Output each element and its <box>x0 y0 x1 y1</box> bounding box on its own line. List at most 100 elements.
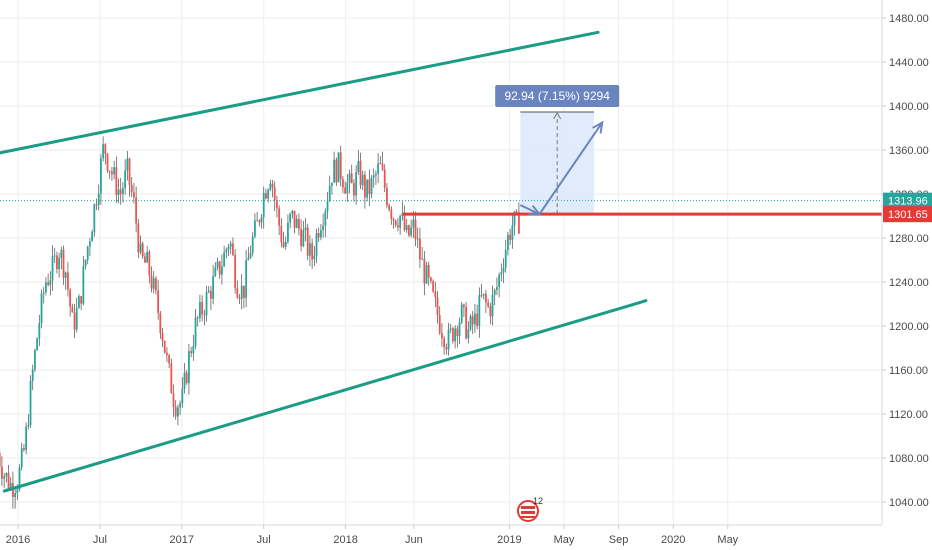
candle-body <box>53 255 56 257</box>
candle-body <box>97 193 100 205</box>
candle-body <box>425 265 428 284</box>
candle-body <box>471 316 474 325</box>
measure-label-box[interactable] <box>495 84 620 107</box>
candle-body <box>5 473 8 477</box>
candle-body <box>144 256 146 263</box>
price-tick-label: 1120.00 <box>889 409 928 421</box>
candle-body <box>148 251 151 276</box>
candle-body <box>293 210 296 228</box>
candle-body <box>333 159 336 183</box>
candle-body <box>427 265 430 278</box>
candle-body <box>474 313 476 325</box>
candle-body <box>14 493 17 497</box>
candle-body <box>159 312 162 334</box>
candle-body <box>306 227 309 256</box>
candle-body <box>185 372 188 384</box>
candle-body <box>381 163 384 170</box>
candle-body <box>111 171 113 175</box>
time-tick-label: Jul <box>257 534 271 546</box>
candle-body <box>262 192 265 218</box>
candle-body <box>412 219 415 228</box>
candle-body <box>216 261 219 268</box>
candle-body <box>139 243 142 253</box>
candle-body <box>256 220 259 222</box>
candle-body <box>366 179 369 198</box>
candle-body <box>27 425 30 427</box>
candle-body <box>507 234 509 251</box>
price-tick-label: 1040.00 <box>889 497 929 509</box>
trendlines[interactable] <box>0 30 648 493</box>
candle-body <box>25 426 28 451</box>
candle-body <box>339 152 342 180</box>
time-tick-label: 2019 <box>497 534 521 546</box>
candle-body <box>201 301 204 315</box>
time-tick-label: 2018 <box>333 534 357 546</box>
price-level-tag[interactable] <box>883 192 932 209</box>
candle-body <box>89 241 91 247</box>
candle-body <box>447 329 450 350</box>
price-level-tag[interactable] <box>883 206 932 223</box>
candle-body <box>405 225 408 230</box>
candle-body <box>359 160 362 186</box>
time-tick-label: 2016 <box>6 534 30 546</box>
price-tick-label: 1200.00 <box>889 321 929 333</box>
price-tick-label: 1480.00 <box>889 13 929 25</box>
candle-body <box>337 152 340 183</box>
candle-body <box>467 328 470 339</box>
candle-body <box>419 238 421 260</box>
candle-body <box>289 213 292 223</box>
candle-body <box>313 255 316 260</box>
candle-body <box>388 205 391 210</box>
candle-body <box>69 289 72 307</box>
candle-body <box>0 452 1 467</box>
candle-body <box>498 274 501 288</box>
lower-channel-line[interactable] <box>2 299 648 493</box>
horizontal-levels[interactable] <box>0 200 882 216</box>
projection-arrowhead-1 <box>528 204 542 216</box>
candle-body <box>361 174 364 186</box>
candle-body <box>7 473 10 489</box>
candle-body <box>71 306 74 313</box>
candle-body <box>104 144 107 154</box>
candle-body <box>469 316 472 329</box>
upper-channel-line[interactable] <box>0 30 600 155</box>
candle-body <box>438 315 441 333</box>
candle-body <box>49 280 52 285</box>
candle-body <box>414 219 417 240</box>
price-tick-label: 1360.00 <box>889 145 929 157</box>
time-tick-label: 2020 <box>661 534 685 546</box>
candle-body <box>247 258 250 261</box>
candle-body <box>518 212 520 234</box>
candle-body <box>480 295 483 297</box>
candle-body <box>511 225 514 240</box>
candle-body <box>458 322 461 337</box>
candle-body <box>421 258 424 260</box>
candle-body <box>282 242 285 247</box>
candle-body <box>408 225 410 236</box>
candle-body <box>324 211 327 226</box>
candle-body <box>357 160 360 173</box>
candle-body <box>84 259 87 267</box>
candle-body <box>58 257 61 270</box>
candle-body <box>157 290 160 313</box>
candle-body <box>278 208 281 226</box>
candle-body <box>353 183 355 196</box>
time-tick-label: Jun <box>405 534 423 546</box>
candle-body <box>80 296 83 304</box>
candle-body <box>161 333 164 341</box>
projection-arrow[interactable] <box>519 120 604 216</box>
time-axis[interactable]: 2016 Jul 2017 Jul 2018 Jun 2019 May Sep 2020 May <box>0 524 882 546</box>
candle-body <box>328 185 331 201</box>
measure-tool[interactable]: 92.94 (7.15%) 9294 <box>495 84 620 215</box>
candle-body <box>394 220 397 226</box>
price-axis[interactable]: 1040.00 1080.00 1120.00 1160.00 1200.00 1240.… <box>881 0 932 525</box>
candle-body <box>372 175 375 178</box>
candle-body <box>322 225 325 231</box>
candle-body <box>47 282 50 285</box>
candle-body <box>364 174 366 198</box>
earnings-badge[interactable]: 12 <box>517 496 543 522</box>
candle-body <box>273 187 276 201</box>
candle-body <box>489 306 492 317</box>
candle-body <box>56 255 58 270</box>
